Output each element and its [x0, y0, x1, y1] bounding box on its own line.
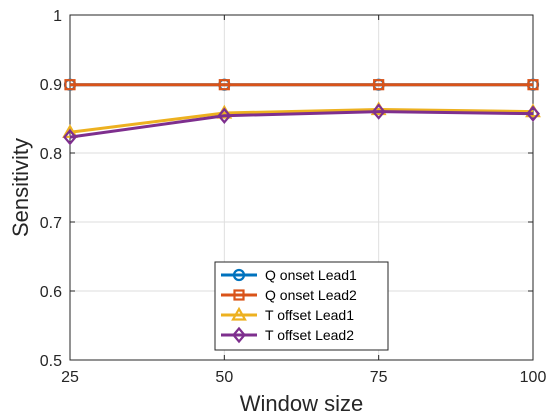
x-tick-label: 50	[215, 369, 233, 386]
x-tick-label: 75	[370, 369, 388, 386]
y-axis-title: Sensitivity	[8, 138, 33, 237]
data-point	[64, 79, 76, 91]
data-point	[527, 79, 539, 91]
data-point	[526, 105, 540, 122]
series-2	[64, 79, 539, 91]
y-tick-label: 0.6	[40, 284, 62, 301]
y-tick-label: 0.8	[40, 146, 62, 163]
legend-entry: Q onset Lead1	[221, 267, 357, 283]
legend-swatch-marker	[232, 268, 246, 282]
legend-label: Q onset Lead2	[265, 287, 357, 303]
plot-area-frame	[69, 14, 534, 361]
legend-swatch-marker	[231, 306, 247, 321]
data-point	[371, 103, 386, 120]
legend-swatch-marker	[233, 289, 245, 301]
data-point	[63, 128, 77, 146]
legend-label: T offset Lead1	[265, 307, 354, 323]
legend-entry: T offset Lead1	[221, 306, 354, 323]
series-layer	[62, 78, 541, 146]
x-tick-label: 25	[61, 369, 79, 386]
legend-entry: T offset Lead2	[221, 326, 354, 344]
series-line	[69, 110, 534, 139]
y-tick-label: 1	[53, 8, 62, 25]
axis-ticks: 25 50 75 100 0.5 0.6 0.7 0.8 0.9 1	[40, 8, 547, 386]
y-tick-label: 0.7	[40, 215, 62, 232]
legend-label: Q onset Lead1	[265, 267, 357, 283]
legend-swatch-marker	[232, 326, 246, 344]
legend-entry: Q onset Lead2	[221, 287, 357, 303]
series-line	[69, 108, 534, 134]
legend: Q onset Lead1 Q onset Lead2 T offset Lead1…	[214, 261, 389, 351]
data-point	[373, 79, 385, 91]
x-tick-label: 100	[520, 369, 547, 386]
data-point	[217, 107, 232, 124]
y-tick-label: 0.9	[40, 77, 62, 94]
series-4	[63, 103, 540, 146]
x-axis-title: Window size	[240, 391, 363, 416]
legend-label: T offset Lead2	[265, 327, 354, 343]
y-tick-label: 0.5	[40, 353, 62, 370]
data-point	[218, 79, 230, 91]
